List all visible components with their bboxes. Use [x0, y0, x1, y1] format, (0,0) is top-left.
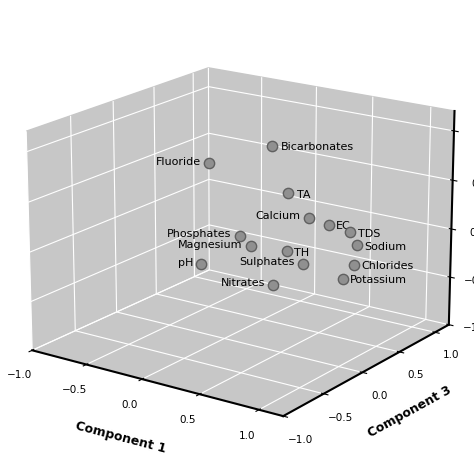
X-axis label: Component 1: Component 1: [74, 419, 167, 456]
Y-axis label: Component 3: Component 3: [365, 383, 454, 439]
